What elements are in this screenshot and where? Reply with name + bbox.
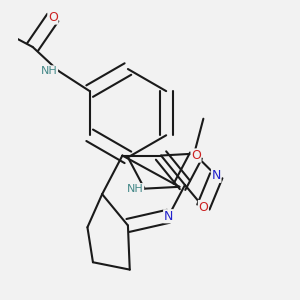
Text: NH: NH: [127, 184, 144, 194]
Text: NH: NH: [41, 66, 58, 76]
Text: O: O: [198, 200, 208, 214]
Text: N: N: [164, 210, 173, 223]
Text: N: N: [212, 169, 221, 182]
Text: O: O: [48, 11, 58, 24]
Text: O: O: [191, 149, 201, 162]
